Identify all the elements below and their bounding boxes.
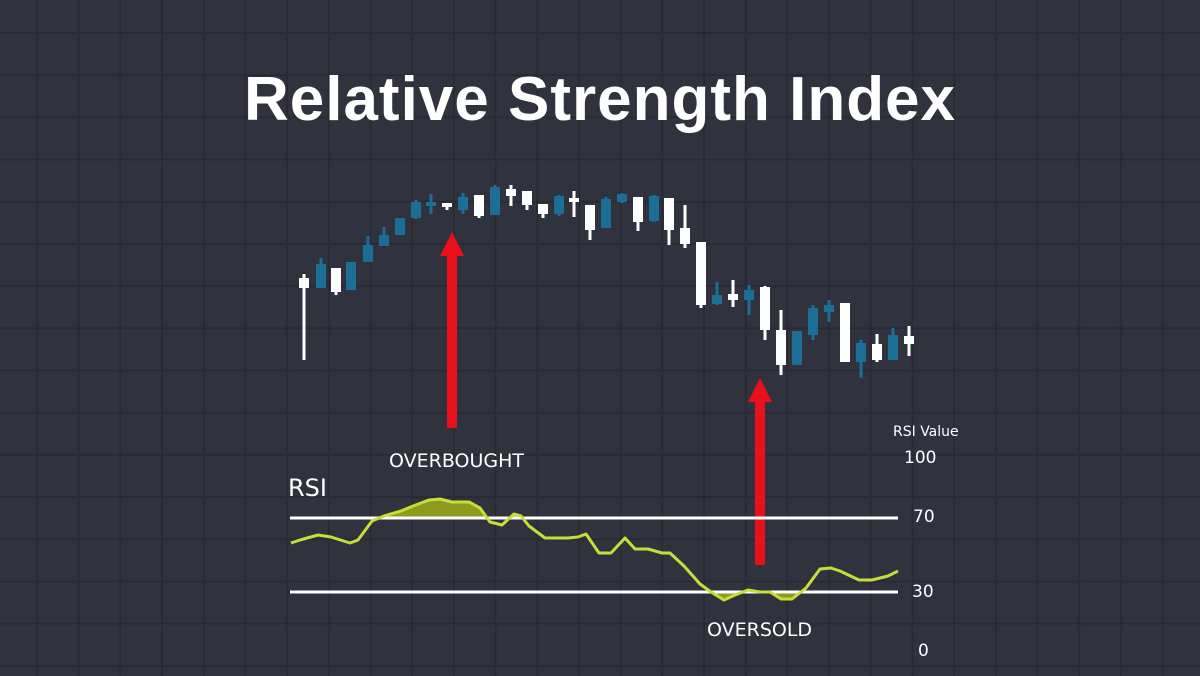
candle [617,193,627,203]
candle [776,310,786,375]
candle [299,274,309,360]
candle [522,191,532,210]
candle [331,268,341,295]
rsi-tick-70: 70 [913,507,935,527]
candle [538,204,548,218]
candle [649,195,659,222]
candle [363,236,373,262]
candlestick-series [299,185,914,378]
candle [569,191,579,217]
rsi-tick-30: 30 [912,582,934,602]
annotation-arrows [440,232,772,565]
candle [554,195,564,216]
candle [633,197,643,231]
chart-title: Relative Strength Index [243,65,957,134]
candle [808,305,818,340]
candle [856,340,866,378]
candle [840,303,850,362]
candle [888,328,898,360]
candle [760,286,770,340]
candle [601,197,611,228]
candle [506,185,516,206]
overbought-fill [291,499,898,518]
candle [728,280,738,307]
rsi-panel [290,497,899,602]
candle [792,331,802,365]
candle [316,258,326,288]
candle [411,200,421,219]
candle [474,195,484,218]
candle [585,205,595,240]
rsi-line [290,497,899,602]
rsi-panel-label: RSI [288,474,327,502]
candle [744,285,754,315]
candle [458,193,468,214]
candle [395,218,405,235]
candle [904,326,914,356]
candle [426,194,436,214]
rsi-axis-title: RSI Value [893,424,959,440]
candle [379,227,389,246]
candle [346,262,356,290]
rsi-tick-0: 0 [918,641,929,661]
candle [442,203,452,210]
candle [664,198,674,245]
candle [872,334,882,362]
oversold-arrow-icon [748,378,772,565]
candle [824,300,834,322]
overbought-label: OVERBOUGHT [389,450,525,472]
candle [680,205,690,248]
candle [712,282,722,305]
candle [696,242,706,308]
overbought-arrow-icon [440,232,464,428]
rsi-tick-100: 100 [904,448,937,468]
oversold-label: OVERSOLD [707,619,813,641]
candle [490,185,500,215]
